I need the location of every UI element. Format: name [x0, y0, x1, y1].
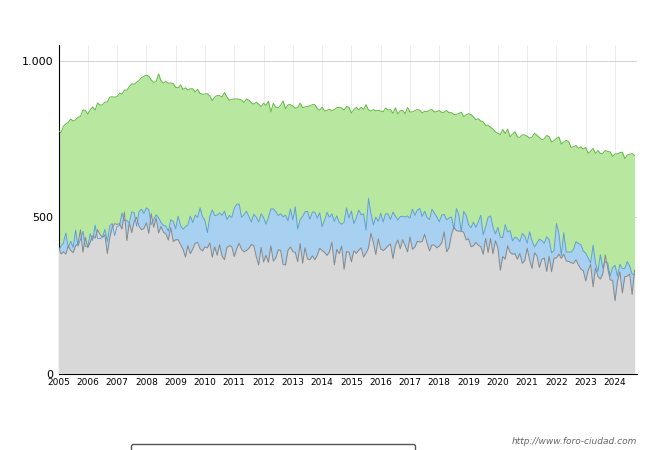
Text: Piñar  -  Evolucion de la poblacion en edad de Trabajar Septiembre de 2024: Piñar - Evolucion de la poblacion en eda… — [84, 14, 566, 27]
Text: http://www.foro-ciudad.com: http://www.foro-ciudad.com — [512, 436, 637, 446]
Legend: Ocupados, Parados, Hab. entre 16-64: Ocupados, Parados, Hab. entre 16-64 — [131, 444, 415, 450]
